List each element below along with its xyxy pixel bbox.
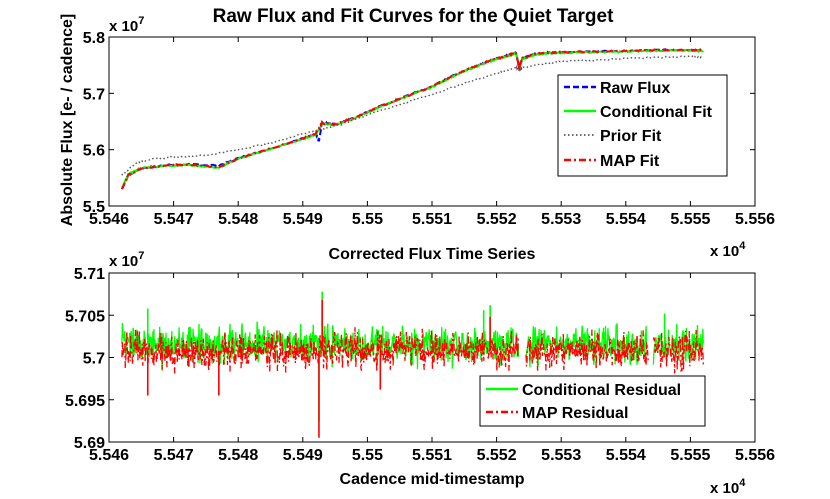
x-tick-label: 5.554 xyxy=(606,211,646,228)
top-legend: Raw Flux Conditional Fit Prior Fit MAP F… xyxy=(557,74,728,177)
bottom-chart-title: Corrected Flux Time Series xyxy=(329,246,536,263)
x-tick-label: 5.549 xyxy=(283,447,323,464)
bottom-y-exponent-base: x 10 xyxy=(109,253,138,270)
legend-label-map-residual: MAP Residual xyxy=(522,405,628,422)
x-tick-label: 5.556 xyxy=(735,211,775,228)
top-y-axis-label: Absolute Flux [e- / cadence] xyxy=(59,14,76,226)
x-tick-label: 5.551 xyxy=(412,447,452,464)
bottom-x-exponent: x 104 xyxy=(710,477,746,497)
top-chart: Raw Flux and Fit Curves for the Quiet Ta… xyxy=(59,6,775,260)
x-tick-label: 5.552 xyxy=(477,447,517,464)
y-tick-label: 5.71 xyxy=(74,266,105,283)
x-tick-label: 5.55 xyxy=(352,447,383,464)
series-conditional-fit xyxy=(121,48,704,189)
y-tick-label: 5.7 xyxy=(83,351,105,368)
top-ticks xyxy=(108,36,756,207)
top-y-exponent-base: x 10 xyxy=(109,18,138,35)
y-tick-label: 5.6 xyxy=(83,143,105,160)
top-y-tick-labels: 5.5 5.6 5.7 5.8 xyxy=(83,30,105,216)
bottom-ticks xyxy=(108,272,756,443)
bottom-x-exponent-power: 4 xyxy=(739,477,746,489)
x-tick-label: 5.549 xyxy=(283,211,323,228)
x-tick-label: 5.553 xyxy=(541,211,581,228)
x-tick-label: 5.553 xyxy=(541,447,581,464)
bottom-y-tick-labels: 5.69 5.695 5.7 5.705 5.71 xyxy=(65,266,105,452)
legend-label-conditional-fit: Conditional Fit xyxy=(600,104,713,121)
x-tick-label: 5.546 xyxy=(89,447,129,464)
series-prior-fit xyxy=(121,55,704,176)
x-tick-label: 5.555 xyxy=(670,211,710,228)
y-tick-label: 5.5 xyxy=(83,199,105,216)
x-tick-label: 5.555 xyxy=(670,447,710,464)
x-tick-label: 5.546 xyxy=(89,211,129,228)
bottom-y-exponent-power: 7 xyxy=(138,250,144,262)
bottom-x-tick-labels: 5.546 5.547 5.548 5.549 5.55 5.551 5.552 5.553 5… xyxy=(89,447,775,464)
top-x-exponent: x 104 xyxy=(710,240,746,260)
bottom-x-exponent-base: x 10 xyxy=(710,480,739,497)
series-map-residual xyxy=(121,327,704,374)
legend-label-prior-fit: Prior Fit xyxy=(600,128,662,145)
top-x-tick-labels: 5.546 5.547 5.548 5.549 5.55 5.551 5.552 5.553 5… xyxy=(89,211,775,228)
x-tick-label: 5.547 xyxy=(154,447,194,464)
legend-label-raw-flux: Raw Flux xyxy=(600,80,670,97)
bottom-legend: Conditional Residual MAP Residual xyxy=(479,375,706,427)
bottom-y-exponent: x 107 xyxy=(109,250,144,270)
bottom-chart: Corrected Flux Time Series 5.546 5.547 5.5… xyxy=(65,246,775,497)
x-tick-label: 5.548 xyxy=(218,211,258,228)
top-x-exponent-power: 4 xyxy=(739,240,746,252)
x-tick-label: 5.552 xyxy=(477,211,517,228)
top-legend-box xyxy=(557,74,728,177)
top-series-layer xyxy=(120,48,705,190)
legend-label-map-fit: MAP Fit xyxy=(600,153,660,170)
series-raw-flux xyxy=(120,48,705,190)
top-y-exponent-power: 7 xyxy=(138,15,144,27)
x-tick-label: 5.547 xyxy=(154,211,194,228)
bottom-x-axis-label: Cadence mid-timestamp xyxy=(340,471,525,488)
bottom-series-layer xyxy=(121,291,704,438)
x-tick-label: 5.55 xyxy=(352,211,383,228)
y-tick-label: 5.8 xyxy=(83,30,105,47)
top-y-exponent: x 107 xyxy=(109,15,144,35)
top-chart-title: Raw Flux and Fit Curves for the Quiet Ta… xyxy=(213,6,614,27)
x-tick-label: 5.548 xyxy=(218,447,258,464)
x-tick-label: 5.554 xyxy=(606,447,646,464)
top-x-exponent-base: x 10 xyxy=(710,243,739,260)
x-tick-label: 5.551 xyxy=(412,211,452,228)
x-tick-label: 5.556 xyxy=(735,447,775,464)
legend-label-conditional-residual: Conditional Residual xyxy=(522,382,681,399)
y-tick-label: 5.69 xyxy=(74,435,105,452)
y-tick-label: 5.695 xyxy=(65,393,105,410)
bottom-legend-box xyxy=(479,375,706,427)
y-tick-label: 5.705 xyxy=(65,308,105,325)
y-tick-label: 5.7 xyxy=(83,86,105,103)
